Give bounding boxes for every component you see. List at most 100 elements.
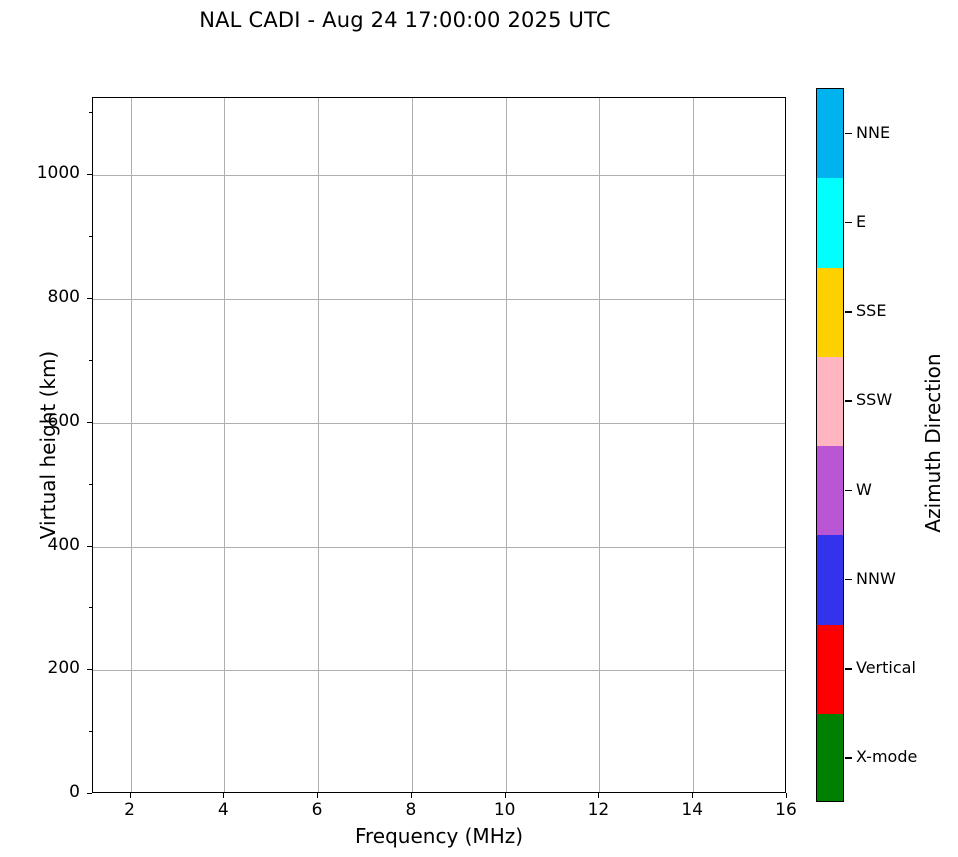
echo-point — [313, 427, 325, 434]
echo-point — [539, 406, 549, 412]
y-minor-tick — [89, 731, 92, 733]
echo-point — [107, 519, 114, 524]
colorbar-tick — [845, 221, 852, 224]
echo-point — [706, 605, 717, 611]
echo-point — [500, 637, 511, 646]
colorbar-segment-nne — [817, 89, 843, 179]
y-tick — [87, 174, 92, 176]
echo-point — [105, 413, 112, 418]
echo-point — [393, 539, 401, 545]
echo-point — [372, 440, 382, 447]
colorbar-label-nnw: NNW — [856, 568, 896, 588]
echo-point — [702, 519, 713, 525]
gridline-horizontal — [93, 422, 785, 424]
echo-point — [340, 577, 351, 585]
echo-point — [386, 420, 394, 425]
echo-point — [526, 525, 537, 531]
echo-point — [456, 698, 467, 704]
echo-point — [711, 704, 722, 710]
echo-point — [105, 380, 112, 385]
echo-point — [106, 222, 116, 227]
echo-point — [190, 694, 196, 699]
echo-point — [137, 396, 144, 401]
echo-point — [702, 299, 713, 305]
echo-point — [376, 601, 385, 608]
echo-point — [354, 464, 366, 469]
echo-point — [226, 691, 232, 696]
echo-point — [349, 479, 359, 485]
echo-point — [326, 423, 342, 428]
colorbar-label-x-mode: X-mode — [856, 747, 918, 767]
echo-point — [464, 420, 475, 426]
echo-point — [366, 579, 377, 588]
colorbar-tick — [845, 132, 852, 135]
echo-point — [105, 501, 112, 506]
gridline-vertical — [599, 98, 601, 792]
echo-point — [402, 429, 411, 435]
y-tick-label: 200 — [47, 658, 80, 679]
echo-point — [117, 232, 124, 237]
echo-point — [372, 592, 379, 597]
echo-point — [356, 602, 367, 607]
x-tick-label: 8 — [405, 800, 417, 820]
x-axis-label: Frequency (MHz) — [354, 824, 524, 848]
echo-point — [374, 453, 382, 457]
colorbar-segment-e — [817, 178, 843, 268]
echo-point — [702, 619, 713, 625]
colorbar-title: Azimuth Direction — [921, 353, 945, 533]
echo-point — [107, 198, 117, 204]
colorbar-tick — [845, 578, 852, 581]
echo-point — [756, 643, 767, 649]
echo-point — [707, 454, 718, 460]
colorbar-tick — [845, 400, 852, 402]
echo-point — [500, 519, 511, 528]
echo-point — [105, 533, 112, 538]
colorbar-segment-x-mode — [817, 713, 843, 801]
echo-point — [613, 407, 624, 416]
echo-point — [357, 521, 369, 526]
y-tick-label: 0 — [69, 782, 80, 802]
gridline-horizontal — [93, 299, 785, 301]
echo-point — [112, 640, 119, 645]
echo-point — [646, 501, 657, 507]
colorbar-label-vertical: Vertical — [856, 658, 916, 678]
echo-point — [409, 443, 420, 449]
echo-point — [470, 578, 481, 584]
page-title: NAL CADI - Aug 24 17:00:00 2025 UTC — [199, 8, 611, 32]
echo-point — [179, 697, 185, 702]
echo-point — [139, 717, 145, 722]
echo-point — [342, 587, 354, 595]
echo-point — [600, 568, 611, 574]
echo-point — [539, 605, 549, 620]
colorbar-tick — [845, 668, 852, 670]
echo-point — [538, 487, 548, 493]
x-tick-label: 6 — [311, 800, 323, 820]
echo-point — [103, 161, 113, 169]
echo-point — [352, 575, 366, 584]
x-tick-label: 2 — [124, 800, 135, 820]
colorbar — [816, 88, 844, 802]
y-tick — [87, 669, 92, 671]
echo-point — [330, 453, 345, 460]
y-minor-tick — [89, 236, 92, 238]
echo-point — [372, 506, 385, 512]
echo-point — [345, 605, 353, 611]
echo-point — [721, 556, 732, 562]
echo-point — [614, 301, 625, 310]
y-tick — [87, 545, 92, 547]
echo-point — [537, 594, 547, 600]
echo-point — [390, 511, 401, 517]
colorbar-label-nne: NNE — [856, 122, 891, 142]
echo-point — [327, 479, 336, 486]
echo-point — [735, 732, 746, 738]
echo-point — [701, 531, 712, 537]
gridline-vertical — [224, 98, 226, 792]
y-tick — [87, 421, 92, 423]
echo-point — [109, 572, 116, 577]
ionogram-scatter-canvas — [93, 98, 785, 792]
echo-point — [700, 686, 711, 692]
colorbar-segment-sse — [817, 267, 843, 357]
echo-point — [105, 457, 112, 462]
x-tick-label: 4 — [217, 800, 229, 820]
colorbar-label-ssw: SSW — [856, 390, 893, 410]
